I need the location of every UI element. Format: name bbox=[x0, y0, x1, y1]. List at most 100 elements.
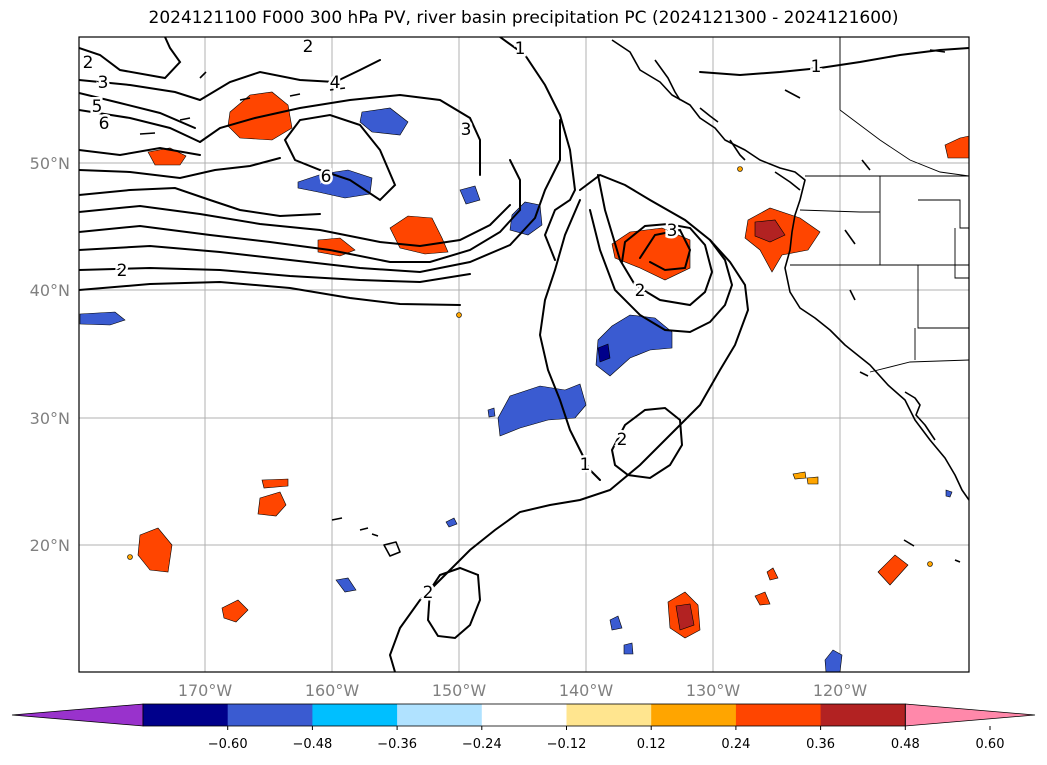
pos-blob bbox=[221, 599, 249, 623]
coastlines bbox=[139, 39, 969, 563]
colorbar-segment bbox=[481, 704, 567, 726]
neg-blob bbox=[487, 407, 496, 418]
neg-blob bbox=[509, 201, 543, 236]
negative-precip-areas bbox=[79, 107, 953, 672]
contour-label: 2 bbox=[117, 261, 128, 281]
pv-contour-3-north bbox=[79, 79, 201, 101]
pv-contour-6 bbox=[79, 109, 201, 143]
colorbar-tick-label: 0.24 bbox=[721, 737, 750, 752]
colorbar-tick-label: −0.36 bbox=[377, 737, 417, 752]
colorbar-segment bbox=[566, 704, 652, 726]
contour-labels: 1 1 1 2 2 2 2 2 2 3 3 3 4 5 6 6 bbox=[80, 37, 824, 606]
neg-blob bbox=[459, 185, 481, 205]
colorbar-tick-label: −0.24 bbox=[462, 737, 502, 752]
pv-contour-2-d bbox=[79, 204, 511, 248]
pv-contour-6-loop bbox=[283, 113, 397, 202]
lon-label: 150°W bbox=[432, 681, 487, 700]
colorbar-segment bbox=[820, 704, 906, 726]
pos-blob bbox=[137, 527, 173, 573]
contour-label: 2 bbox=[635, 281, 646, 301]
pos-blob bbox=[792, 471, 807, 480]
colorbar: −0.60 −0.48 −0.36 −0.24 −0.12 0.12 0.24 0.36 0.4… bbox=[11, 703, 1036, 752]
neg-blob bbox=[595, 314, 673, 377]
colorbar-segment bbox=[312, 704, 398, 726]
contour-label: 1 bbox=[580, 455, 591, 475]
borders bbox=[790, 37, 969, 373]
pos-dot bbox=[927, 561, 933, 567]
contour-label: 2 bbox=[617, 430, 628, 450]
contour-label: 2 bbox=[423, 583, 434, 603]
colorbar-segment bbox=[735, 704, 822, 726]
colorbar-tick-label: −0.60 bbox=[208, 737, 248, 752]
contour-label: 3 bbox=[461, 120, 472, 140]
pv-contour-2-north bbox=[79, 37, 182, 80]
pos-blob bbox=[675, 603, 695, 631]
colorbar-tick-label: −0.12 bbox=[547, 737, 587, 752]
contour-label: 1 bbox=[515, 39, 526, 59]
colorbar-tick-label: −0.48 bbox=[292, 737, 332, 752]
contour-label: 5 bbox=[92, 97, 103, 117]
neg-blob bbox=[945, 489, 953, 498]
contour-label: 2 bbox=[83, 53, 94, 73]
pos-blob bbox=[257, 491, 287, 517]
contour-label: 1 bbox=[811, 57, 822, 77]
pos-blob bbox=[754, 591, 771, 606]
pv-contour-3-mid bbox=[199, 93, 481, 176]
contour-label: 6 bbox=[99, 114, 110, 134]
lon-label: 130°W bbox=[686, 681, 741, 700]
neg-blob bbox=[824, 649, 843, 672]
pos-blob bbox=[944, 135, 969, 159]
colorbar-extend-low bbox=[11, 703, 144, 727]
map-area bbox=[79, 37, 969, 672]
pv-contour-1-nw bbox=[699, 47, 969, 77]
lon-label: 170°W bbox=[178, 681, 233, 700]
lat-label: 30°N bbox=[30, 409, 70, 428]
pv-contour-1-main bbox=[499, 37, 577, 261]
pos-blob bbox=[766, 567, 779, 581]
pv-contour-2-c bbox=[79, 186, 321, 218]
contour-label: 3 bbox=[98, 73, 109, 93]
pos-blob bbox=[754, 219, 786, 243]
lon-label: 120°W bbox=[813, 681, 868, 700]
contour-label: 3 bbox=[667, 221, 678, 241]
pv-contours bbox=[79, 37, 969, 672]
lat-label: 50°N bbox=[30, 154, 70, 173]
colorbar-tick-label: 0.36 bbox=[806, 737, 835, 752]
colorbar-frame bbox=[142, 703, 906, 727]
neg-blob bbox=[359, 107, 409, 136]
contour-label: 4 bbox=[330, 73, 341, 93]
lon-label: 140°W bbox=[559, 681, 614, 700]
pos-blob bbox=[261, 478, 289, 489]
neg-blob bbox=[335, 577, 357, 593]
colorbar-extend-high bbox=[904, 703, 1036, 727]
lon-labels: 170°W 160°W 150°W 140°W 130°W 120°W bbox=[178, 681, 868, 700]
pos-dot bbox=[737, 166, 743, 172]
pos-blob bbox=[806, 476, 819, 485]
neg-blob bbox=[597, 343, 611, 363]
pos-dot bbox=[127, 554, 133, 560]
pv-contour-1-south bbox=[589, 209, 734, 334]
pos-dot bbox=[456, 312, 462, 318]
colorbar-segment bbox=[397, 704, 483, 726]
map-title: 2024121100 F000 300 hPa PV, river basin … bbox=[148, 8, 899, 28]
colorbar-segment bbox=[227, 704, 313, 726]
colorbar-segment bbox=[651, 704, 737, 726]
lat-label: 20°N bbox=[30, 536, 70, 555]
pv-contour-1-inner bbox=[538, 199, 601, 481]
neg-blob bbox=[497, 383, 587, 437]
pv-contour-5 bbox=[79, 92, 196, 129]
neg-blob bbox=[79, 311, 126, 326]
pv-contour-1-curve bbox=[388, 173, 750, 672]
pv-contour-3-east bbox=[639, 228, 692, 272]
pos-blob bbox=[877, 554, 909, 586]
contour-label: 2 bbox=[303, 37, 314, 57]
pv-contour-4 bbox=[199, 59, 381, 101]
colorbar-tick-label: 0.12 bbox=[637, 737, 666, 752]
pv-contour-2-g bbox=[79, 266, 471, 284]
colorbar-tick-label: 0.48 bbox=[891, 737, 920, 752]
contour-label: 6 bbox=[321, 167, 332, 187]
neg-blob bbox=[609, 615, 623, 631]
pv-contour-2-f bbox=[79, 119, 561, 274]
pv-contour-2-h bbox=[79, 280, 461, 306]
